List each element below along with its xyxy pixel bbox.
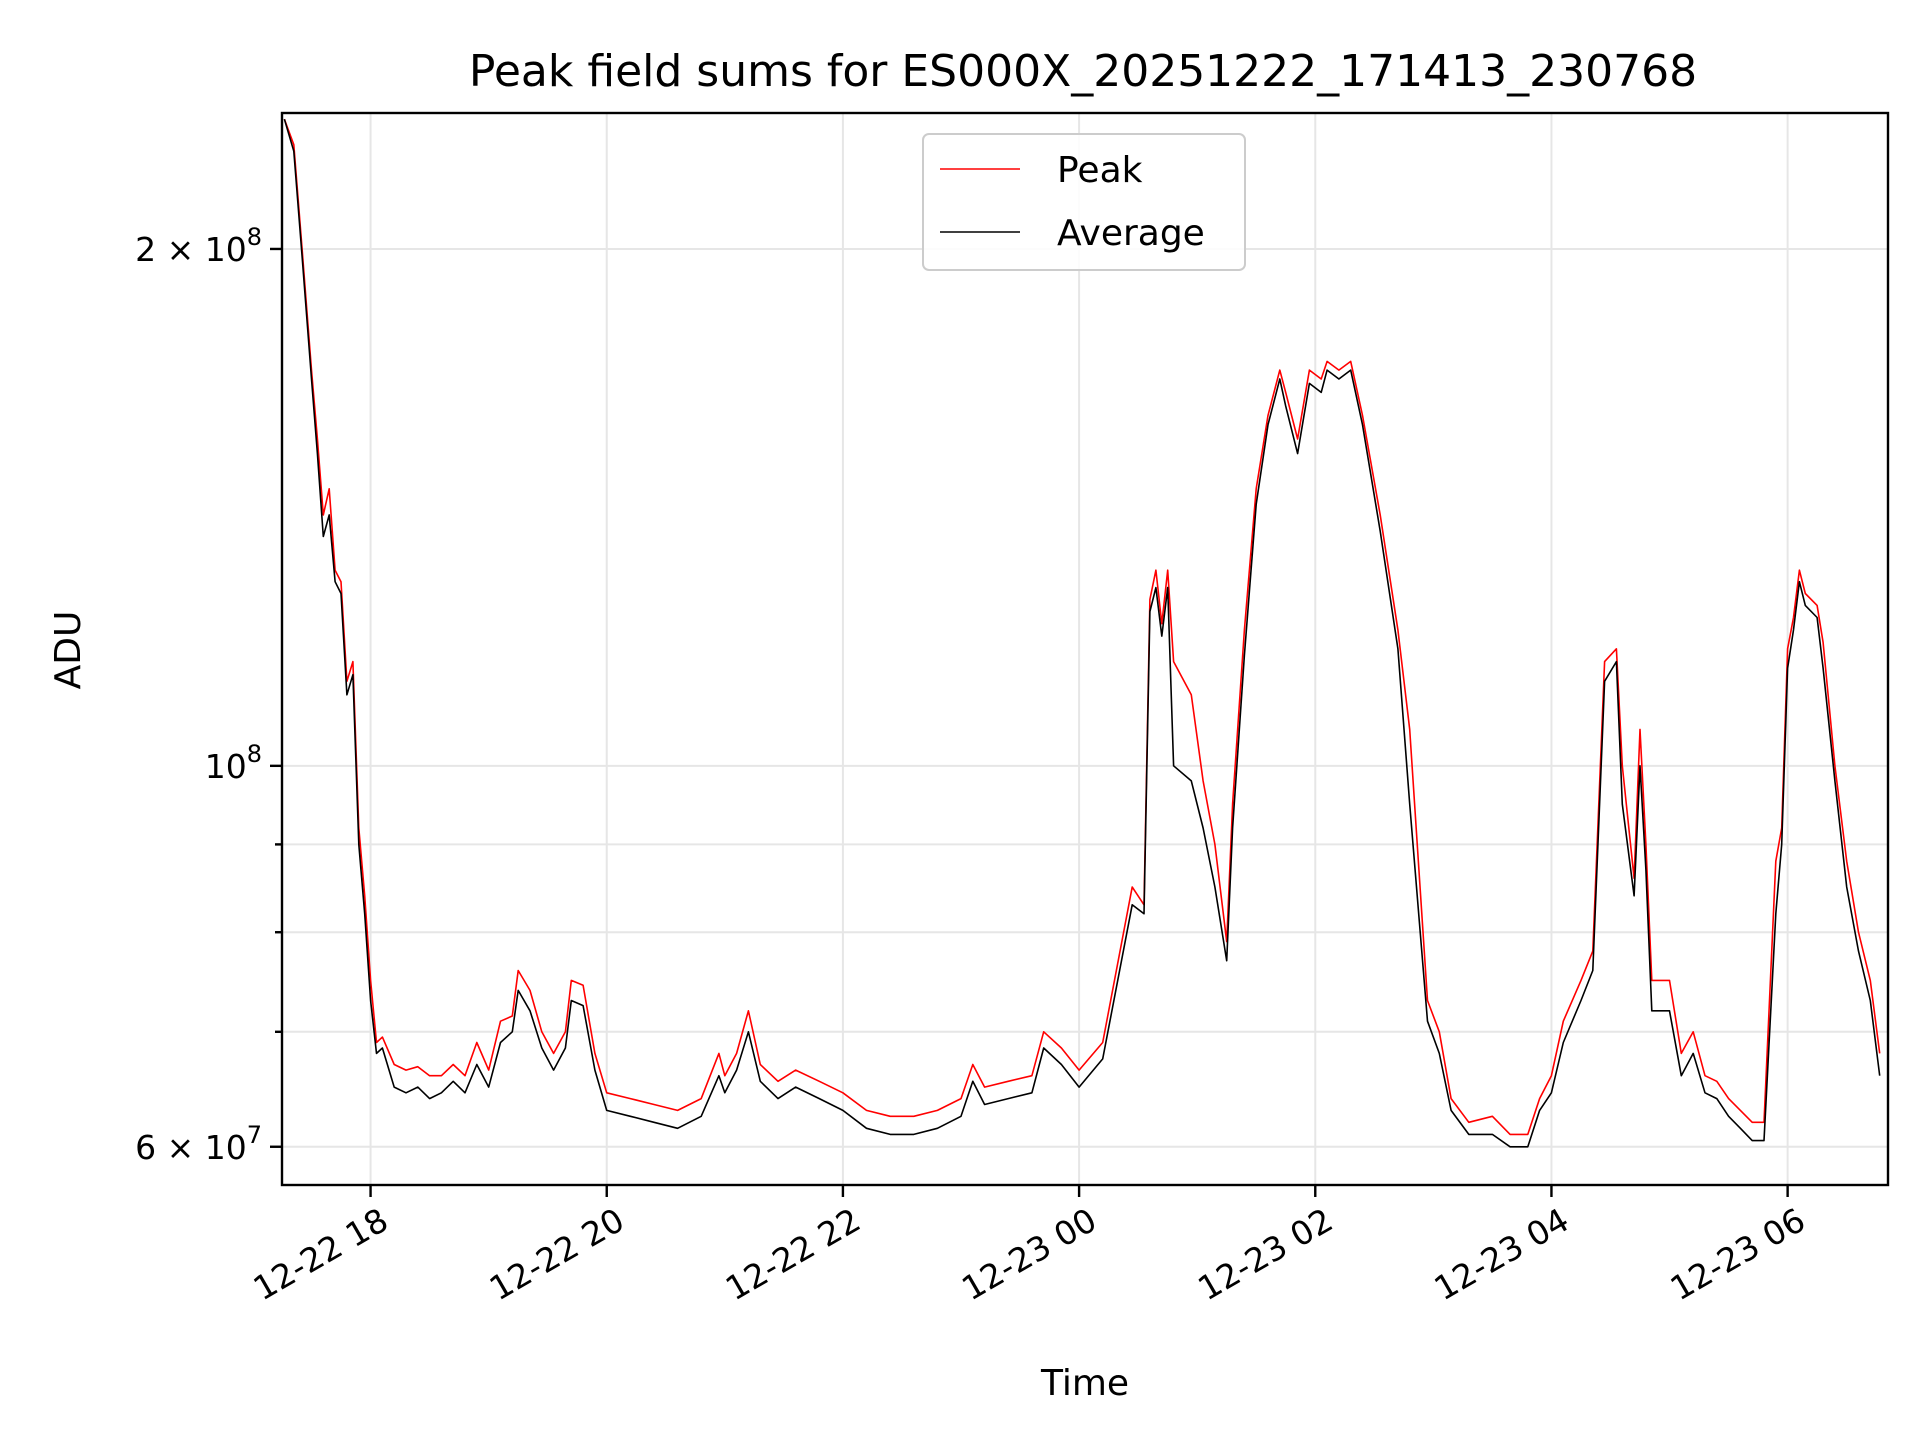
- x-tick-label: 12-23 06: [1664, 1200, 1812, 1308]
- chart-title: Peak field sums for ES000X_20251222_1714…: [469, 46, 1697, 97]
- y-tick-label: 2 × 108: [135, 223, 262, 269]
- x-tick-label: 12-22 18: [247, 1200, 395, 1308]
- x-axis-label: Time: [1040, 1363, 1129, 1404]
- series-line-peak: [283, 118, 1881, 1136]
- legend: Peak Average: [922, 133, 1246, 271]
- y-tick-mantissa: 6: [135, 1128, 156, 1167]
- series-line-average: [283, 118, 1881, 1148]
- grid-layer: [282, 113, 1888, 1185]
- x-tick-label: 12-22 20: [483, 1200, 631, 1308]
- y-tick-mantissa: 2: [135, 230, 156, 269]
- x-tick-label: 12-23 02: [1191, 1200, 1339, 1308]
- x-tick-label: 12-23 04: [1427, 1200, 1575, 1308]
- y-axis: 6 × 107 108 2 × 108: [135, 223, 282, 1167]
- series-layer: [283, 118, 1881, 1148]
- legend-box: [922, 133, 1246, 271]
- y-tick-exponent: 8: [247, 223, 262, 251]
- x-tick-label: 12-23 00: [955, 1200, 1103, 1308]
- plot-frame: [280, 111, 1890, 1187]
- legend-label-average: Average: [1057, 213, 1205, 254]
- x-tick-label: 12-22 22: [719, 1200, 867, 1308]
- x-axis: 12-22 18 12-22 20 12-22 22 12-23 00 12-23 02…: [247, 1185, 1812, 1308]
- legend-label-peak: Peak: [1057, 150, 1143, 191]
- y-axis-label: ADU: [48, 611, 89, 690]
- y-tick-exponent: 8: [247, 740, 262, 768]
- y-tick-exponent: 7: [247, 1121, 262, 1149]
- y-tick-label: 108: [205, 740, 262, 786]
- y-tick-label: 6 × 107: [135, 1121, 262, 1167]
